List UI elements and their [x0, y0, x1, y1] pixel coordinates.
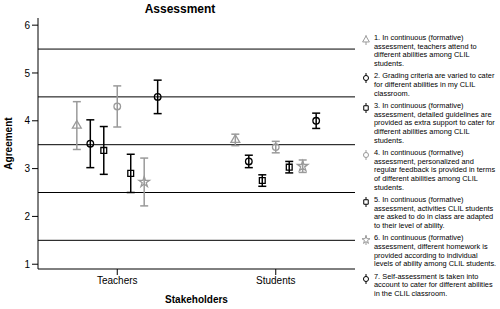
svg-text:4: 4 — [24, 115, 30, 126]
svg-text:1: 1 — [24, 259, 30, 270]
html-text:7. Self-assessment is taken in: 7. Self-assessment is taken into account… — [374, 271, 493, 298]
html-text:4. In continuous (formative) a: 4. In continuous (formative) assessment,… — [374, 148, 496, 192]
html-text:5. In continuous (formative) a: 5. In continuous (formative) assessment,… — [374, 195, 494, 230]
svg-text:Teachers: Teachers — [97, 275, 138, 286]
svg-text:Students: Students — [256, 275, 295, 286]
svg-text:6: 6 — [24, 20, 30, 31]
html-text:Assessment: Assessment — [144, 2, 216, 16]
svg-text:Agreement: Agreement — [8, 117, 14, 170]
html-text:1. In continuous (formative) a: 1. In continuous (formative) assessment,… — [374, 33, 477, 68]
html-text:6. In continuous (formative) a: 6. In continuous (formative) assessment,… — [374, 233, 497, 269]
html-text:2. Grading criteria are varied: 2. Grading criteria are varied to cater … — [374, 71, 495, 98]
html-text:3. In continuous (formative) a: 3. In continuous (formative) assessment,… — [374, 101, 495, 145]
svg-text:Stakeholders: Stakeholders — [165, 294, 228, 305]
svg-text:2: 2 — [24, 211, 30, 222]
svg-text:3: 3 — [24, 163, 30, 174]
svg-text:5: 5 — [24, 68, 30, 79]
